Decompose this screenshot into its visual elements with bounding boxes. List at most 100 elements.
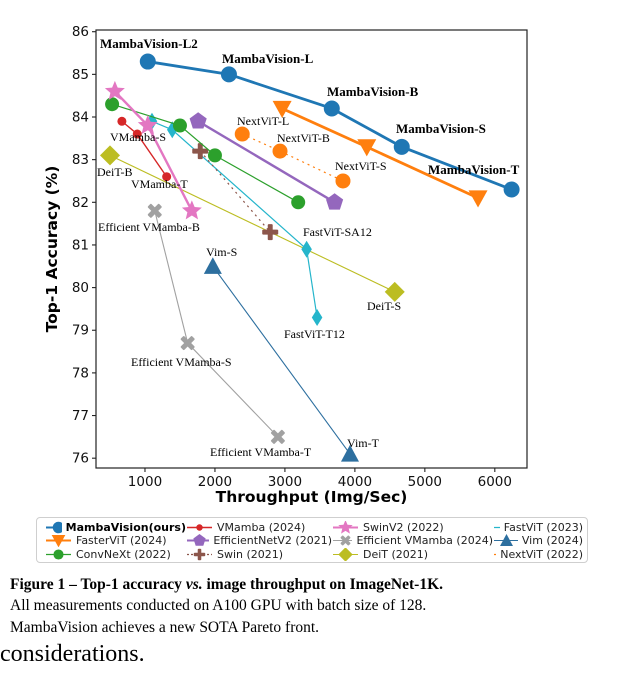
legend-label: Vim (2024) [521, 534, 583, 548]
legend-label: ConvNeXt (2022) [76, 547, 171, 561]
caption-title-c: image throughput on ImageNet-1K. [202, 576, 444, 593]
legend-item-fastvit-2023-: FastViT (2023) [493, 521, 583, 534]
series-line [212, 265, 351, 455]
series-marker [301, 240, 312, 258]
series-line [241, 133, 344, 182]
series-marker [147, 203, 162, 218]
legend-label: EfficientNetV2 (2021) [213, 534, 332, 548]
series-fastervit-2024- [272, 100, 488, 208]
series-vmamba-2024- [117, 116, 172, 182]
y-tick-label: 76 [72, 451, 89, 467]
legend-item-swin-2021-: Swin (2021) [186, 548, 332, 561]
y-tick-label: 78 [72, 365, 89, 381]
annotation-vim-t: Vim-T [347, 436, 379, 450]
chart-legend: MambaVision(ours) VMamba (2024) SwinV2 (20… [36, 517, 588, 563]
y-tick-label: 86 [72, 24, 89, 40]
series-marker [172, 118, 187, 133]
series-marker [272, 143, 288, 159]
caption-title-vs: vs. [185, 576, 203, 593]
annotation-mambavision-b: MambaVision-B [327, 84, 419, 99]
series-marker [270, 429, 285, 444]
annotation-vmamba-s: VMamba-S [110, 130, 166, 144]
legend-item-swinv2-2022-: SwinV2 (2022) [332, 521, 493, 534]
series-marker [162, 172, 172, 182]
legend-marker [46, 535, 71, 548]
annotation-vmamba-t: VMamba-T [131, 177, 188, 191]
series-marker [384, 281, 405, 302]
legend-item-efficientnetv2-2021-: EfficientNetV2 (2021) [186, 534, 332, 547]
series-efficientnetv2-2021- [189, 112, 344, 210]
series-marker [117, 116, 127, 126]
annotation-nextvit-l: NextViT-L [237, 114, 290, 128]
series-marker [338, 547, 353, 561]
legend-item-efficient-vmamba-2024-: Efficient VMamba (2024) [332, 534, 493, 547]
y-tick-label: 80 [72, 280, 89, 296]
series-marker [193, 534, 206, 547]
series-marker [393, 138, 410, 155]
series-marker [335, 173, 351, 189]
series-marker [323, 100, 340, 117]
annotation-efficient-vmamba-t: Efficient VMamba-T [210, 445, 312, 459]
y-tick-label: 84 [72, 110, 89, 126]
caption-line-3: MambaVision achieves a new SOTA Pareto f… [10, 618, 320, 636]
y-tick-label: 82 [72, 195, 89, 211]
series-marker [105, 97, 120, 112]
y-tick-label: 81 [72, 237, 89, 253]
series-vim-2024- [203, 257, 359, 462]
series-marker [272, 100, 292, 118]
annotation-nextvit-b: NextViT-B [277, 131, 330, 145]
annotation-deit-s: DeiT-S [367, 299, 402, 313]
legend-marker [187, 524, 212, 531]
legend-label: SwinV2 (2022) [363, 521, 444, 535]
series-marker [104, 80, 125, 100]
annotation-efficient-vmamba-s: Efficient VMamba-S [131, 355, 232, 369]
x-tick-label: 5000 [408, 474, 442, 490]
series-efficient-vmamba-2024- [147, 203, 285, 444]
x-tick-label: 1000 [128, 474, 162, 490]
series-nextvit-2022- [234, 126, 351, 189]
plot-spines [95, 29, 528, 469]
series-line [111, 103, 299, 203]
legend-marker [494, 553, 497, 555]
legend-label: FastViT (2023) [503, 521, 583, 535]
series-marker [196, 524, 203, 531]
series-mambavision-ours- [139, 53, 520, 198]
series-convnext-2022- [105, 97, 306, 210]
caption-line-2: All measurements conducted on A100 GPU w… [10, 597, 427, 615]
legend-item-deit-2021-: DeiT (2021) [332, 547, 493, 561]
series-marker [180, 336, 195, 351]
legend-item-vim-2024-: Vim (2024) [493, 534, 583, 547]
series-marker [500, 534, 513, 547]
annotation-fastvit-sa12: FastViT-SA12 [303, 225, 372, 239]
series-marker [51, 535, 66, 548]
legend-marker [46, 521, 62, 534]
legend-item-mambavision-ours-: MambaVision(ours) [45, 521, 186, 534]
legend-marker [187, 534, 210, 547]
annotation-mambavision-l2: MambaVision-L2 [100, 36, 198, 51]
x-tick-label: 4000 [338, 474, 372, 490]
series-marker [207, 148, 222, 163]
x-tick-label: 2000 [198, 474, 232, 490]
legend-item-nextvit-2022-: NextViT (2022) [493, 548, 583, 561]
legend-label: NextViT (2022) [500, 547, 583, 561]
legend-label: Efficient VMamba (2024) [356, 534, 493, 548]
annotation-fastvit-t12: FastViT-T12 [284, 327, 345, 341]
annotation-vim-s: Vim-S [206, 245, 238, 259]
series-marker [311, 308, 323, 326]
legend-item-convnext-2022-: ConvNeXt (2022) [45, 548, 186, 561]
figure-caption: Figure 1 – Top-1 accuracy vs. image thro… [10, 574, 624, 638]
legend-label: Swin (2021) [217, 547, 284, 561]
series-marker [468, 190, 488, 208]
legend-label: DeiT (2021) [363, 547, 429, 561]
caption-title-a: Figure 1 – Top-1 accuracy [10, 576, 186, 593]
y-axis-title: Top-1 Accuracy (%) [43, 166, 61, 333]
y-tick-label: 85 [72, 67, 89, 83]
legend-label: FasterViT (2024) [76, 534, 167, 548]
series-marker [181, 200, 202, 220]
series-marker [197, 548, 202, 560]
legend-item-vmamba-2024-: VMamba (2024) [186, 521, 332, 534]
series-line [109, 154, 395, 293]
annotation-mambavision-s: MambaVision-S [396, 121, 486, 136]
series-marker [197, 143, 203, 160]
annotation-nextvit-s: NextViT-S [335, 159, 387, 173]
